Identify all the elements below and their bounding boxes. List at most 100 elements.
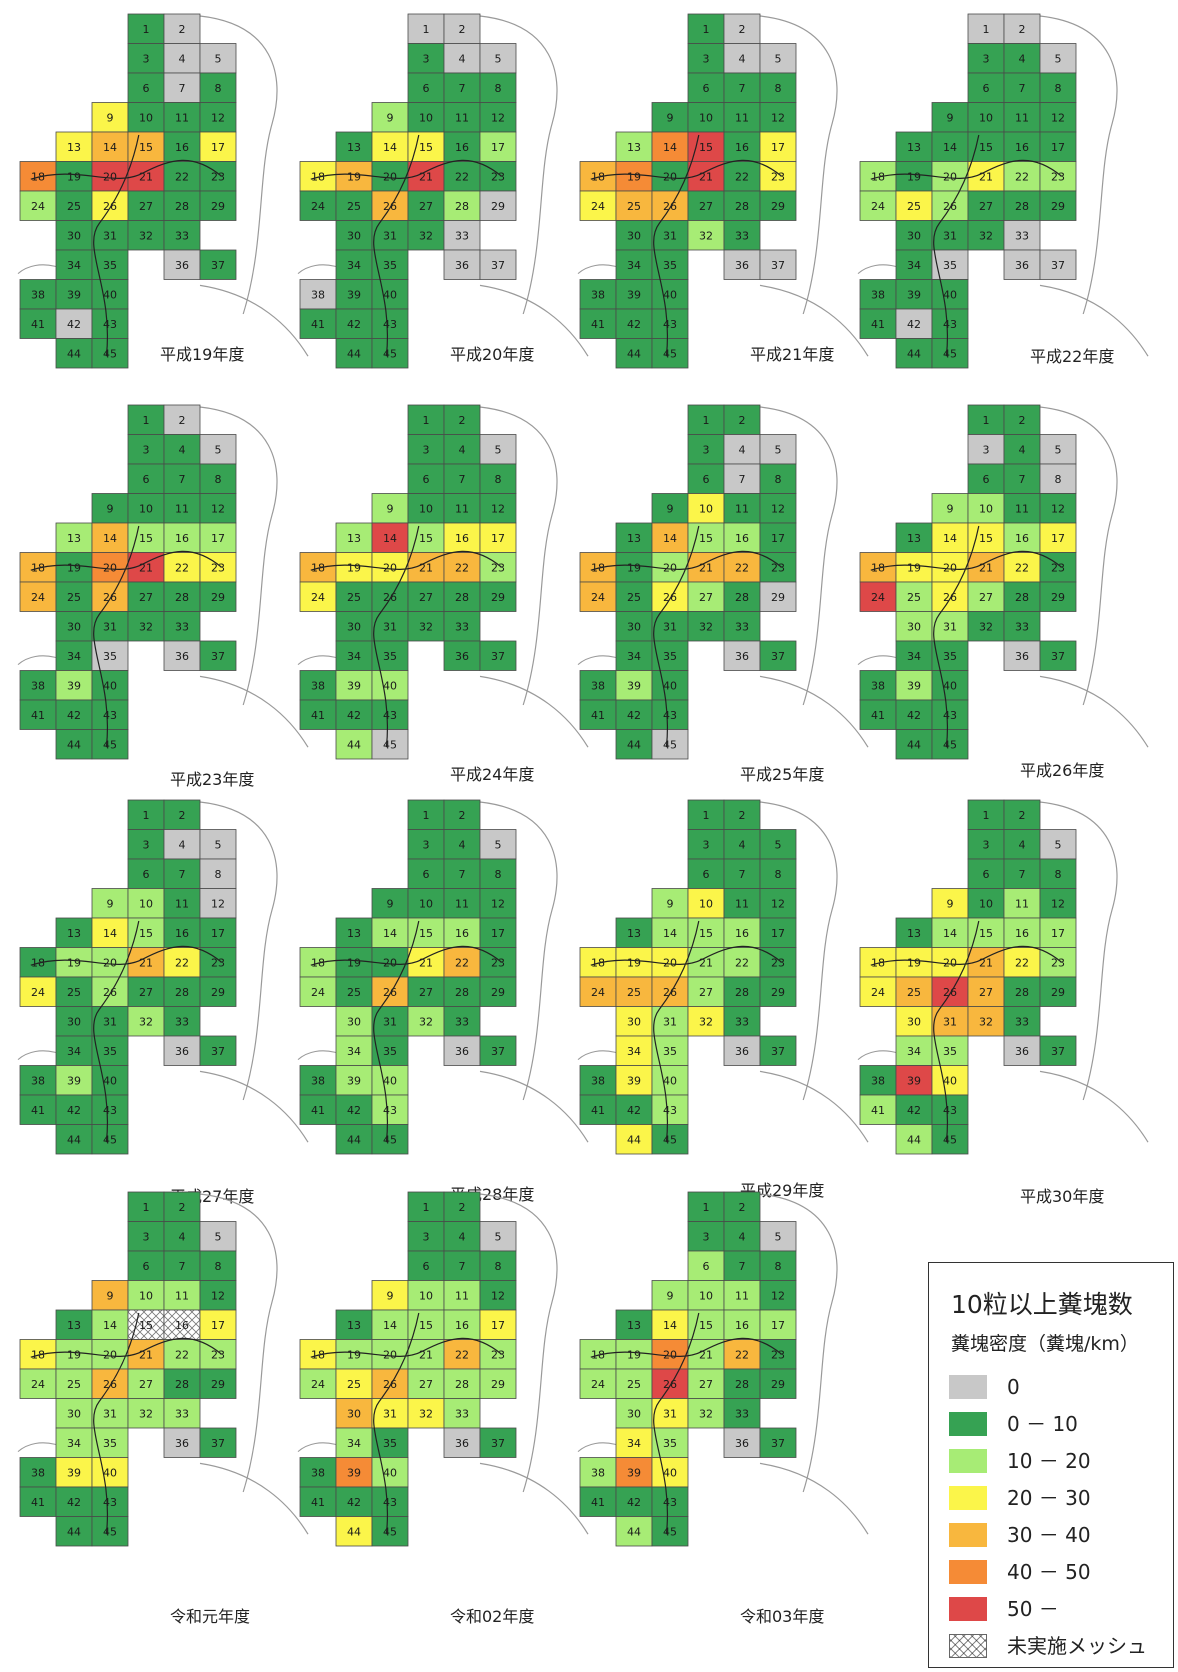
mesh-cell-label: 13 (67, 141, 81, 154)
mesh-cell-label: 24 (311, 591, 325, 604)
mesh-cell-label: 4 (179, 443, 186, 456)
mesh-cell-label: 41 (311, 1496, 325, 1509)
mesh-cell-label: 39 (627, 288, 641, 301)
mesh-cell (651, 338, 689, 369)
mesh-cell (1003, 434, 1041, 465)
mesh-cell-label: 12 (211, 1289, 225, 1302)
mesh-cell (759, 43, 797, 74)
mesh-cell-label: 34 (627, 259, 641, 272)
mesh-cell-label: 11 (1015, 502, 1029, 515)
mesh-cell (651, 1065, 689, 1096)
mesh-cell-label: 10 (419, 111, 433, 124)
mesh-cell (91, 1035, 129, 1066)
mesh-cell (895, 190, 933, 221)
mesh-cell (615, 1309, 653, 1340)
mesh-cell-label: 14 (663, 927, 677, 940)
mesh-cell (931, 888, 969, 919)
mesh-cell-label: 16 (175, 927, 189, 940)
coastline-line (1039, 15, 1118, 315)
boundary-line (590, 1312, 782, 1535)
mesh-cell-label: 16 (455, 927, 469, 940)
mesh-cell (91, 1486, 129, 1517)
mesh-cell-label: 35 (383, 1437, 397, 1450)
mesh-cell (651, 1516, 689, 1547)
mesh-cell (163, 43, 201, 74)
mesh-cell (931, 493, 969, 524)
mesh-cell-label: 38 (311, 1074, 325, 1087)
mesh-cell (859, 552, 897, 583)
mesh-cell-label: 11 (175, 111, 189, 124)
legend-swatch (949, 1375, 987, 1399)
mesh-cell-label: 37 (211, 259, 225, 272)
legend-label: 30 － 40 (1007, 1523, 1091, 1547)
mesh-cell-label: 33 (175, 1015, 189, 1028)
mesh-cell (931, 699, 969, 730)
mesh-cell-label: 11 (455, 502, 469, 515)
mesh-cell-label: 20 (103, 1348, 117, 1361)
mesh-cell-label: 34 (347, 1437, 361, 1450)
mesh-cell (163, 13, 201, 44)
mesh-cell-label: 41 (591, 318, 605, 331)
mesh-cell (299, 552, 337, 583)
mesh-cell-label: 36 (175, 259, 189, 272)
mesh-cell-label: 4 (739, 443, 746, 456)
mesh-cell (55, 1427, 93, 1458)
mesh-cell-label: 14 (383, 532, 397, 545)
mesh-cell (55, 1006, 93, 1037)
mesh-cell-label: 4 (179, 1230, 186, 1243)
mesh-cell-label: 8 (215, 473, 222, 486)
mesh-cell-label: 21 (419, 956, 433, 969)
mesh-cell (1039, 522, 1077, 553)
mesh-cell-label: 12 (491, 897, 505, 910)
mesh-cell-label: 40 (383, 1466, 397, 1479)
mesh-cell (1003, 640, 1041, 671)
mesh-cell (615, 947, 653, 978)
mesh-cell (91, 729, 129, 760)
mesh-cell-label: 33 (455, 229, 469, 242)
mesh-cell-label: 27 (699, 591, 713, 604)
mesh-cell-label: 6 (983, 82, 990, 95)
mesh-cell (687, 1280, 725, 1311)
mesh-cell-label: 14 (663, 1319, 677, 1332)
mesh-cell-label: 7 (179, 82, 186, 95)
mesh-cell-label: 42 (347, 709, 361, 722)
mesh-cell-label: 7 (459, 82, 466, 95)
mesh-cell-label: 24 (311, 986, 325, 999)
mesh-cell (651, 1280, 689, 1311)
mesh-cell-label: 1 (703, 809, 710, 822)
mesh-cell (127, 220, 165, 251)
mesh-cell-label: 40 (103, 679, 117, 692)
mesh-cell-label: 39 (67, 288, 81, 301)
mesh-cell-label: 16 (735, 532, 749, 545)
mesh-cell (91, 1368, 129, 1399)
mesh-cell-label: 40 (383, 679, 397, 692)
mesh-cell (443, 102, 481, 133)
mesh-cell (371, 1457, 409, 1488)
mesh-cell (723, 888, 761, 919)
mesh-cell-label: 44 (67, 1133, 81, 1146)
mesh-cell-label: 35 (663, 1437, 677, 1450)
mesh-cell-label: 26 (943, 200, 957, 213)
mesh-cell-label: 3 (143, 838, 150, 851)
mesh-cell-label: 2 (459, 1201, 466, 1214)
mesh-cell-label: 9 (947, 111, 954, 124)
mesh-cell-label: 26 (663, 591, 677, 604)
boundary-line (590, 134, 782, 357)
mesh-cell-label: 25 (907, 200, 921, 213)
mesh-cell-label: 25 (627, 591, 641, 604)
mesh-cell-label: 39 (907, 288, 921, 301)
mesh-cell-label: 32 (419, 620, 433, 633)
mesh-cell (723, 1427, 761, 1458)
mesh-cell-label: 37 (211, 1437, 225, 1450)
mesh-cell (443, 947, 481, 978)
mesh-cell-label: 29 (491, 591, 505, 604)
mesh-cell (127, 102, 165, 133)
mesh-cell-label: 13 (67, 532, 81, 545)
mesh-cell (91, 1124, 129, 1155)
mesh-cell-label: 39 (907, 1074, 921, 1087)
mesh-cell-label: 45 (943, 738, 957, 751)
mesh-cell-label: 16 (1015, 532, 1029, 545)
mesh-cell-label: 45 (383, 347, 397, 360)
mesh-cell-label: 6 (703, 82, 710, 95)
mesh-cell-label: 36 (735, 259, 749, 272)
